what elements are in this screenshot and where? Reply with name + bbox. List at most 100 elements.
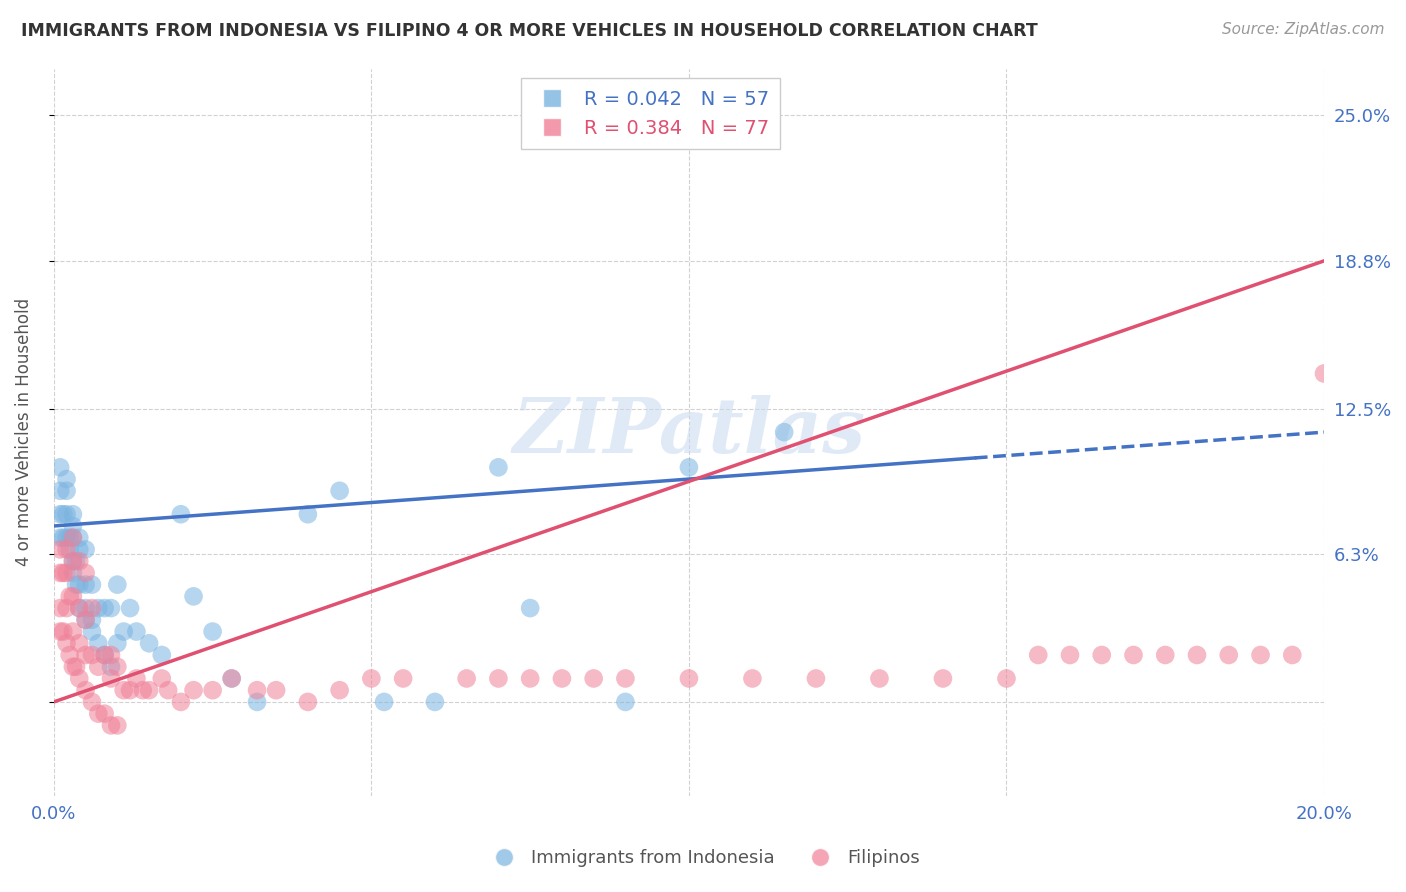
Point bbox=[65, 554, 87, 568]
Point bbox=[170, 508, 193, 522]
Point bbox=[100, 672, 122, 686]
Point bbox=[87, 706, 110, 721]
Point bbox=[221, 672, 243, 686]
Point bbox=[105, 636, 128, 650]
Point bbox=[519, 601, 541, 615]
Point bbox=[297, 695, 319, 709]
Point bbox=[75, 577, 97, 591]
Point bbox=[67, 577, 90, 591]
Point bbox=[80, 613, 103, 627]
Point bbox=[93, 601, 115, 615]
Point bbox=[201, 683, 224, 698]
Point bbox=[67, 636, 90, 650]
Y-axis label: 4 or more Vehicles in Household: 4 or more Vehicles in Household bbox=[15, 298, 32, 566]
Text: IMMIGRANTS FROM INDONESIA VS FILIPINO 4 OR MORE VEHICLES IN HOUSEHOLD CORRELATIO: IMMIGRANTS FROM INDONESIA VS FILIPINO 4 … bbox=[21, 22, 1038, 40]
Point bbox=[62, 519, 84, 533]
Point bbox=[741, 672, 763, 686]
Point bbox=[125, 624, 148, 639]
Point bbox=[1059, 648, 1081, 662]
Point bbox=[49, 483, 72, 498]
Point bbox=[329, 683, 352, 698]
Point bbox=[93, 648, 115, 662]
Point bbox=[932, 672, 955, 686]
Point bbox=[582, 672, 605, 686]
Point bbox=[183, 683, 205, 698]
Point bbox=[52, 531, 75, 545]
Point bbox=[67, 531, 90, 545]
Point bbox=[62, 566, 84, 580]
Point bbox=[157, 683, 180, 698]
Point bbox=[55, 472, 77, 486]
Point bbox=[62, 624, 84, 639]
Point bbox=[995, 672, 1018, 686]
Point bbox=[59, 648, 82, 662]
Point bbox=[80, 624, 103, 639]
Point bbox=[80, 648, 103, 662]
Point bbox=[297, 508, 319, 522]
Point bbox=[75, 601, 97, 615]
Point bbox=[150, 672, 173, 686]
Point bbox=[138, 636, 160, 650]
Point bbox=[67, 542, 90, 557]
Point bbox=[678, 672, 700, 686]
Point bbox=[65, 659, 87, 673]
Point bbox=[55, 636, 77, 650]
Point bbox=[75, 566, 97, 580]
Point bbox=[80, 601, 103, 615]
Point bbox=[62, 590, 84, 604]
Point bbox=[614, 672, 637, 686]
Point bbox=[201, 624, 224, 639]
Point bbox=[100, 659, 122, 673]
Point bbox=[93, 648, 115, 662]
Point bbox=[118, 601, 141, 615]
Point bbox=[486, 672, 509, 686]
Text: ZIPatlas: ZIPatlas bbox=[512, 395, 866, 469]
Point bbox=[55, 531, 77, 545]
Point bbox=[118, 683, 141, 698]
Point bbox=[1250, 648, 1272, 662]
Point bbox=[246, 683, 269, 698]
Point bbox=[125, 672, 148, 686]
Point bbox=[614, 695, 637, 709]
Point bbox=[112, 624, 135, 639]
Point bbox=[62, 554, 84, 568]
Point bbox=[804, 672, 827, 686]
Point bbox=[423, 695, 446, 709]
Point bbox=[138, 683, 160, 698]
Point bbox=[170, 695, 193, 709]
Point bbox=[49, 601, 72, 615]
Point bbox=[55, 483, 77, 498]
Point bbox=[1185, 648, 1208, 662]
Point bbox=[551, 672, 574, 686]
Point bbox=[360, 672, 382, 686]
Point bbox=[62, 531, 84, 545]
Point bbox=[75, 613, 97, 627]
Point bbox=[678, 460, 700, 475]
Point bbox=[87, 636, 110, 650]
Point bbox=[49, 624, 72, 639]
Point bbox=[67, 601, 90, 615]
Point bbox=[112, 683, 135, 698]
Point bbox=[49, 508, 72, 522]
Point bbox=[132, 683, 155, 698]
Point bbox=[87, 659, 110, 673]
Point bbox=[1281, 648, 1303, 662]
Point bbox=[67, 601, 90, 615]
Point bbox=[183, 590, 205, 604]
Point bbox=[1218, 648, 1240, 662]
Point bbox=[221, 672, 243, 686]
Point bbox=[869, 672, 891, 686]
Point bbox=[65, 577, 87, 591]
Point bbox=[59, 542, 82, 557]
Point bbox=[80, 695, 103, 709]
Point bbox=[55, 508, 77, 522]
Point bbox=[52, 508, 75, 522]
Point bbox=[1122, 648, 1144, 662]
Point bbox=[75, 648, 97, 662]
Point bbox=[59, 590, 82, 604]
Point bbox=[75, 542, 97, 557]
Point bbox=[93, 706, 115, 721]
Point bbox=[100, 648, 122, 662]
Point bbox=[55, 601, 77, 615]
Point bbox=[75, 613, 97, 627]
